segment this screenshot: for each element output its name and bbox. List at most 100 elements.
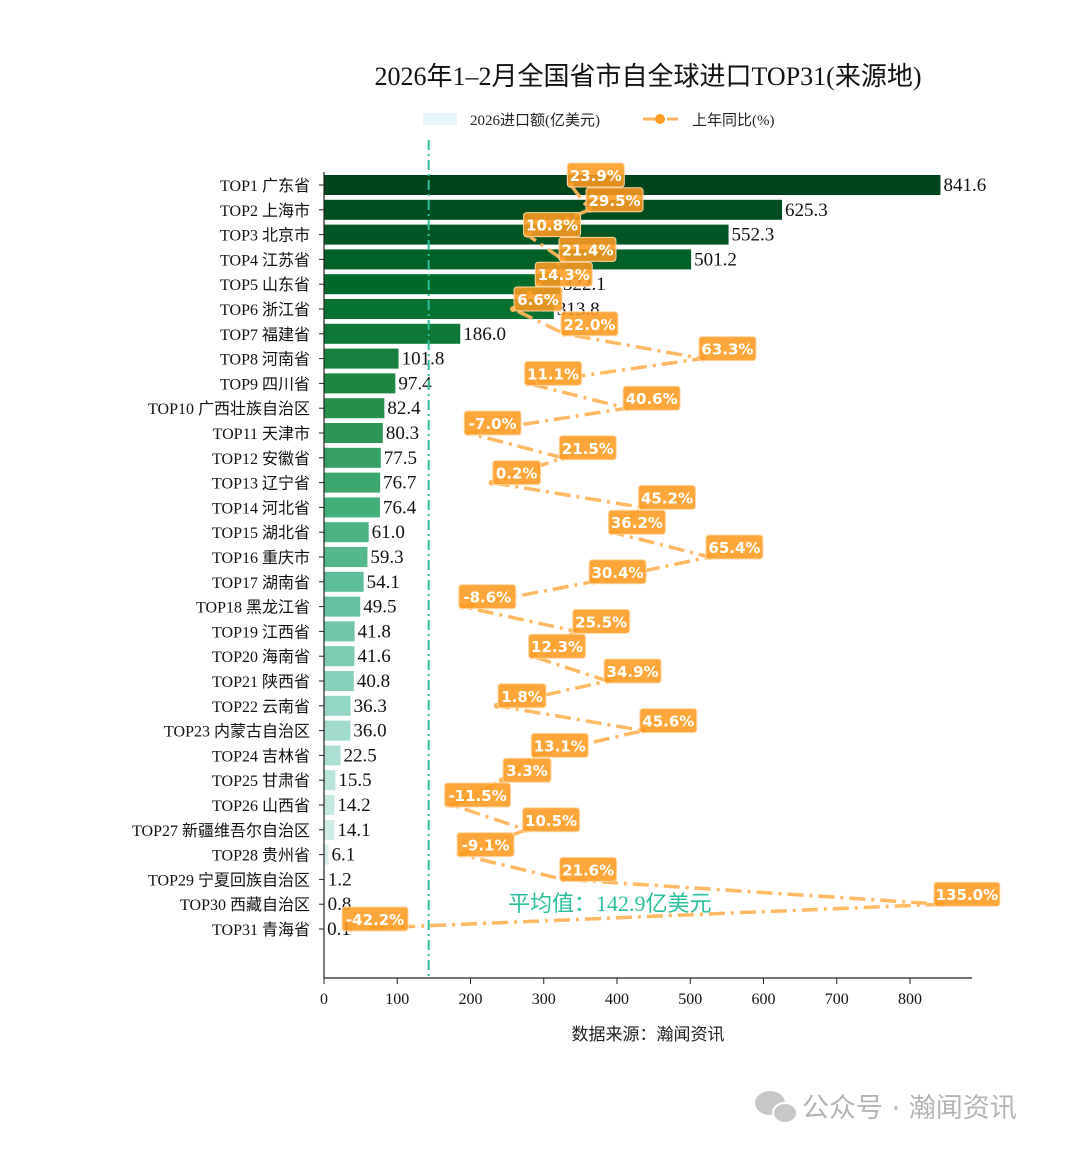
- value-label: 77.5: [384, 448, 417, 469]
- yoy-label: 23.9%: [570, 167, 622, 185]
- bar: [324, 199, 783, 220]
- yoy-label-box: [603, 658, 662, 684]
- yoy-label-box: [492, 460, 542, 486]
- yoy-label-box: [585, 187, 644, 213]
- bar: [324, 398, 385, 419]
- yoy-label-box: [558, 236, 617, 262]
- yoy-label-box: [502, 757, 552, 783]
- yoy-label: 22.0%: [563, 316, 615, 334]
- yoy-label-box: [566, 162, 625, 188]
- yoy-label: 21.6%: [562, 861, 614, 879]
- yoy-label: -9.1%: [462, 837, 510, 855]
- yoy-label: 10.5%: [525, 812, 577, 830]
- value-label: 40.8: [357, 671, 390, 692]
- legend: 2026进口额(亿美元) 上年同比(%): [423, 112, 775, 129]
- value-label: 101.8: [402, 349, 445, 370]
- yoy-label: 3.3%: [506, 762, 548, 780]
- bar: [324, 795, 335, 815]
- x-tick-label: 300: [532, 991, 556, 1008]
- yoy-line: [349, 183, 943, 931]
- yoy-label-box: [705, 534, 764, 560]
- yoy-label: 13.1%: [534, 737, 586, 755]
- category-label: TOP23 内蒙古自治区: [164, 723, 310, 741]
- average-label: 平均值：142.9亿美元: [508, 891, 712, 916]
- category-label: TOP26 山西省: [212, 797, 310, 815]
- x-tick-label: 100: [385, 991, 409, 1008]
- bar: [324, 373, 396, 394]
- yoy-label-box: [639, 708, 698, 734]
- x-tick-label: 500: [678, 991, 702, 1008]
- yoy-label: 21.4%: [561, 241, 613, 259]
- yoy-label-box: [698, 336, 757, 362]
- category-label: TOP25 甘肃省: [212, 772, 310, 790]
- yoy-label-box: [558, 435, 617, 461]
- value-label: 82.4: [387, 398, 421, 419]
- bar: [324, 299, 554, 319]
- category-label: TOP2 上海市: [220, 202, 310, 220]
- category-label: TOP18 黑龙江省: [196, 599, 310, 617]
- x-tick-label: 700: [825, 991, 849, 1008]
- value-label: 76.7: [383, 473, 416, 494]
- value-label: 54.1: [367, 572, 400, 593]
- yoy-label-box: [534, 261, 593, 287]
- yoy-label: -7.0%: [469, 415, 517, 433]
- category-label: TOP19 江西省: [212, 623, 310, 641]
- category-label: TOP13 辽宁省: [212, 475, 310, 493]
- category-label: TOP5 山东省: [220, 276, 310, 294]
- yoy-label-box: [456, 832, 515, 858]
- yoy-label: 0.2%: [496, 465, 538, 483]
- value-label: 14.2: [337, 795, 370, 816]
- category-label: TOP4 江苏省: [220, 251, 310, 269]
- watermark: 公众号 · 瀚闻资讯: [755, 1091, 1017, 1124]
- category-label: TOP31 青海省: [212, 921, 310, 939]
- bar: [324, 274, 560, 295]
- category-label: TOP22 云南省: [212, 698, 310, 716]
- yoy-label: 29.5%: [589, 192, 641, 210]
- bar: [324, 175, 941, 195]
- yoy-label-box: [933, 881, 1001, 907]
- value-label: 80.3: [386, 423, 419, 444]
- value-label: 15.5: [338, 770, 371, 791]
- yoy-label-box: [513, 286, 563, 312]
- yoy-label: -42.2%: [346, 911, 404, 929]
- yoy-label-box: [622, 385, 681, 411]
- yoy-label-box: [522, 807, 581, 833]
- yoy-label-box: [463, 410, 522, 436]
- yoy-label: 30.4%: [592, 564, 644, 582]
- wechat-icon: [755, 1091, 798, 1124]
- bar: [324, 547, 368, 567]
- yoy-label-box: [560, 311, 619, 337]
- value-label: 41.6: [357, 646, 390, 667]
- yoy-label: 45.6%: [642, 713, 694, 731]
- yoy-label-box: [497, 683, 547, 709]
- bar: [324, 522, 369, 543]
- category-label: TOP3 北京市: [220, 227, 310, 245]
- yoy-label: 14.3%: [538, 266, 590, 284]
- bar: [324, 720, 351, 741]
- bar: [324, 819, 335, 840]
- bar: [324, 646, 355, 667]
- value-label: 186.0: [463, 324, 506, 345]
- bar: [324, 447, 381, 468]
- watermark-text: 公众号 · 瀚闻资讯: [802, 1093, 1017, 1124]
- category-label: TOP12 安徽省: [212, 450, 310, 468]
- yoy-label: 6.6%: [517, 291, 559, 309]
- yoy-label-box: [530, 732, 589, 758]
- value-label: 841.6: [943, 175, 986, 196]
- yoy-label-box: [559, 856, 618, 882]
- yoy-label-box: [523, 212, 582, 238]
- value-label: 14.1: [337, 820, 370, 841]
- bar: [324, 671, 354, 691]
- x-tick-label: 0: [320, 991, 328, 1008]
- yoy-label: 12.3%: [531, 638, 583, 656]
- category-label: TOP11 天津市: [213, 425, 310, 443]
- yoy-label: 63.3%: [701, 341, 753, 359]
- value-label: 625.3: [785, 200, 828, 221]
- value-label: 97.4: [398, 373, 432, 394]
- yoy-label: 10.8%: [526, 217, 578, 235]
- category-label: TOP24 吉林省: [212, 747, 310, 765]
- category-label: TOP14 河北省: [212, 499, 310, 517]
- bar: [324, 348, 399, 369]
- yoy-label: 36.2%: [611, 514, 663, 532]
- bar: [324, 472, 381, 493]
